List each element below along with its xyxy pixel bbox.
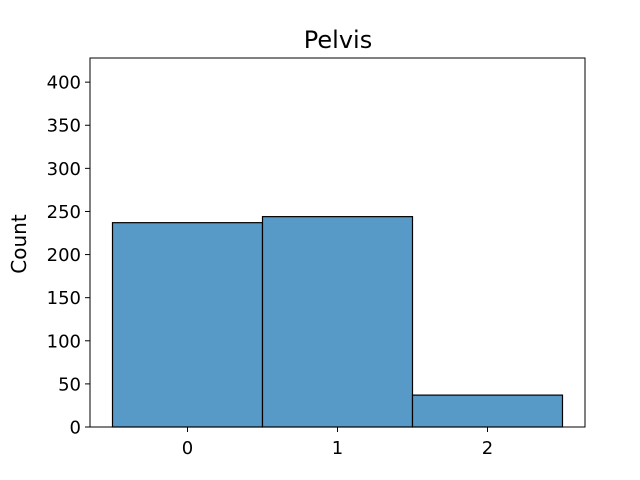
x-tick-label: 1 (332, 438, 343, 459)
bars-group (111, 216, 564, 428)
y-tick-label: 400 (47, 73, 81, 94)
y-tick-label: 250 (47, 202, 81, 223)
bar-1 (261, 216, 414, 428)
y-tick-label: 200 (47, 245, 81, 266)
y-tick-label: 350 (47, 116, 81, 137)
bar-2 (411, 394, 564, 428)
y-tick-label: 150 (47, 288, 81, 309)
y-tick-label: 100 (47, 331, 81, 352)
plot-frame (89, 57, 586, 428)
y-axis: 0 50 100 150 200 250 300 350 400 (47, 73, 90, 439)
y-tick-label: 300 (47, 159, 81, 180)
y-axis-label: Count (7, 214, 31, 274)
y-tick-label: 50 (58, 374, 81, 395)
y-tick-label: 0 (70, 418, 81, 439)
chart-title: Pelvis (304, 26, 372, 54)
bar-0 (111, 222, 264, 428)
x-axis: 0 1 2 (182, 427, 493, 459)
x-tick-label: 0 (182, 438, 193, 459)
x-tick-label: 2 (482, 438, 493, 459)
